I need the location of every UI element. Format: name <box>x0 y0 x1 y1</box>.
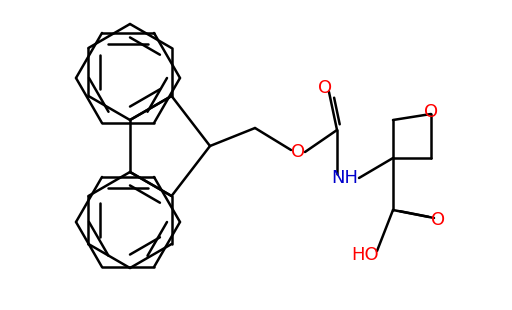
Text: O: O <box>424 103 438 121</box>
Text: HO: HO <box>351 246 379 264</box>
Text: O: O <box>431 211 445 229</box>
Text: O: O <box>291 143 305 161</box>
Text: O: O <box>318 79 332 97</box>
Text: NH: NH <box>331 169 358 187</box>
